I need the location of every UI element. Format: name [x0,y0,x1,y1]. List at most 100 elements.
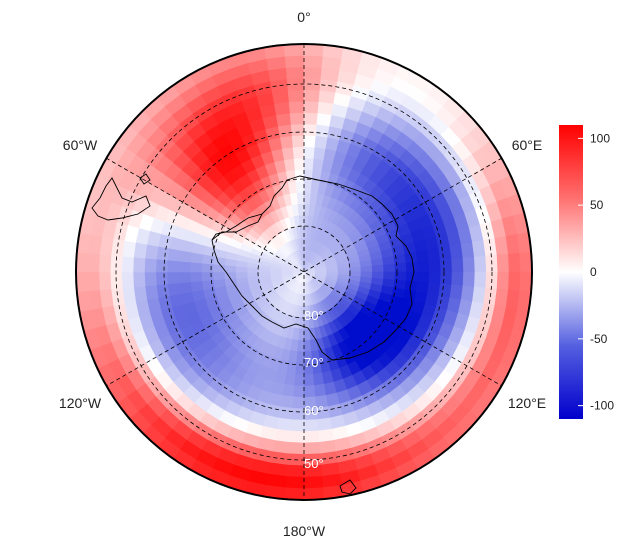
heat-cell [316,417,333,432]
heat-cell [519,271,532,293]
heat-cell [283,44,305,57]
heat-cell [317,428,335,443]
heat-cell [76,271,89,293]
heat-cell [317,101,335,116]
heat-cell [121,271,134,289]
heat-cell [292,146,305,159]
heat-cell [285,464,305,478]
heat-cell [289,112,305,125]
heat-cell [303,373,315,387]
heat-cell [439,258,453,273]
heat-cell [383,263,396,273]
heat-cell [349,266,362,273]
heat-cell [76,251,89,273]
heat-cell [288,430,305,444]
heat-cell [439,271,453,286]
heat-cell [462,271,476,288]
heat-cell [474,255,487,273]
heat-cell [287,89,305,102]
heat-cell [190,280,204,293]
heat-cell [273,428,291,443]
heat-cell [285,66,305,80]
heat-cell [293,157,305,171]
heat-cell [496,271,510,291]
heat-cell [189,261,203,273]
heat-cell [312,372,325,386]
heat-cell [258,271,271,277]
lon-label-60e: 60°E [512,137,543,153]
heat-cell [303,442,321,455]
heat-cell [303,430,320,444]
lon-label-120w: 120°W [59,395,102,411]
heat-cell [144,243,159,260]
antarctica-coastline [211,175,415,361]
heat-cell [460,241,475,259]
heat-cell [289,419,305,432]
heat-cell [438,283,452,299]
heat-cell [288,100,305,114]
heat-cell [87,252,100,273]
heat-cell [283,487,305,500]
heat-cell [292,385,305,398]
heat-cell [303,339,312,353]
heat-cell [360,265,373,273]
colorbar-ticks: 100 50 0 -50 -100 [578,131,614,413]
heat-cell [415,249,430,263]
colorbar-tick-label: 100 [590,131,610,145]
heat-cell [98,271,112,291]
south-america-coastline [91,177,151,221]
antarctic-peninsula [211,213,263,241]
heat-cell [166,259,180,273]
heat-cell [427,247,441,262]
heat-cell [337,267,350,273]
heat-cell [405,261,419,273]
heat-cell [508,252,521,273]
heat-cell [462,256,476,273]
heat-cell [303,89,321,102]
heat-cell [166,271,180,285]
heat-cell [156,283,170,299]
heat-cell [277,124,293,138]
heat-cell [417,260,430,273]
heat-cell [474,271,487,289]
heat-cell [496,253,510,273]
heat-cell [275,112,292,127]
heat-cell [178,281,193,295]
heat-cell [296,191,305,205]
heat-cell [290,123,305,137]
heat-cell [303,55,324,68]
heat-cell [303,146,316,159]
heat-cell [281,146,295,161]
heat-cell [428,271,442,285]
lon-label-0: 0° [297,9,310,25]
colorbar-tick-label: -50 [590,332,608,346]
heat-cell [315,124,331,138]
heat-cell [284,476,305,489]
heat-cell [393,253,407,265]
new-zealand-coastline [339,479,357,495]
heat-cell [460,285,475,303]
heat-cell [291,134,305,148]
heat-cell [451,257,464,273]
heat-cell [303,123,318,137]
heat-cell [189,271,203,283]
heat-cell [283,158,296,172]
lat-label-80: 80° [304,308,324,323]
heat-cell [438,245,452,261]
heatmap-field [76,44,532,500]
colorbar-tick-label: 50 [590,198,604,212]
heat-cell [303,180,313,193]
graticule [105,44,503,500]
lat-label-50: 50° [304,456,324,471]
heat-cell [178,260,191,273]
heat-cell [417,271,430,284]
heat-cell [383,271,396,281]
lon-label-120e: 120°E [508,395,546,411]
heat-cell [167,282,181,297]
heat-cell [303,157,315,171]
heat-cell [144,271,157,287]
lon-label-180w: 180°W [283,523,326,539]
heat-cell [303,112,319,125]
heat-cell [519,251,532,273]
heat-cell [287,442,305,455]
